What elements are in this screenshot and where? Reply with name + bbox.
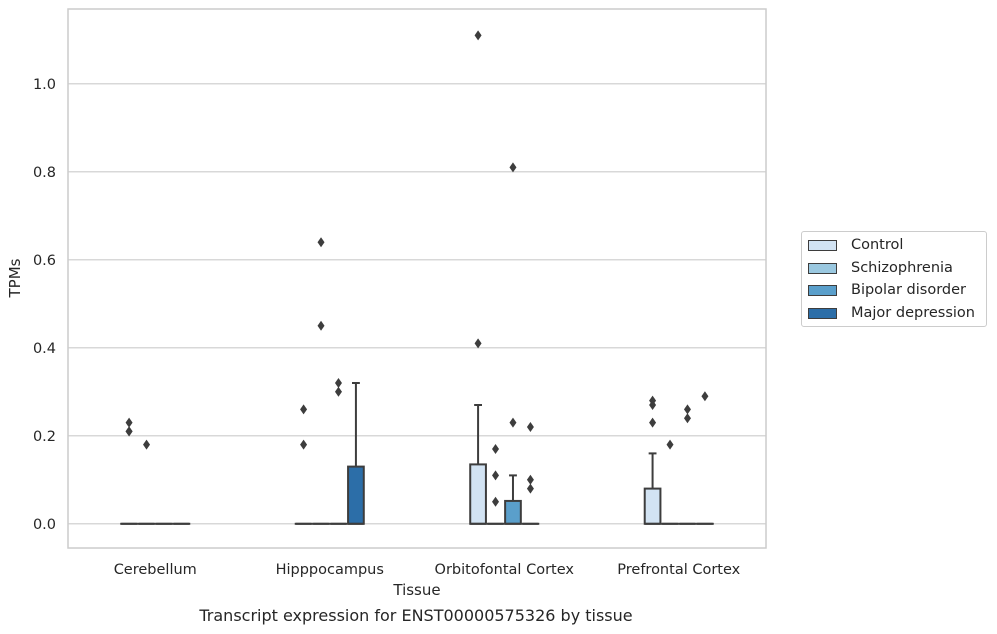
box-group — [137, 439, 156, 525]
y-tick-label: 1.0 — [33, 77, 56, 93]
y-tick-label: 0.8 — [33, 165, 56, 181]
outlier-point — [300, 439, 308, 450]
legend-label: Control — [851, 237, 904, 253]
legend-label: Major depression — [851, 305, 975, 321]
box-body — [469, 463, 487, 525]
outlier-point — [334, 386, 342, 397]
legend-item-control: Control — [808, 235, 903, 255]
outlier-point — [683, 404, 691, 415]
outlier-point — [492, 470, 500, 481]
outlier-point — [492, 444, 500, 454]
outlier-point — [666, 439, 674, 450]
outlier-point — [300, 404, 308, 415]
outlier-point — [649, 417, 657, 428]
figure-caption: Transcript expression for ENST0000057532… — [199, 606, 633, 625]
legend-item-major-depression: Major depression — [808, 303, 975, 323]
outlier-point — [125, 417, 133, 428]
box-plot-series — [120, 30, 714, 525]
outlier-point — [474, 338, 482, 349]
x-tick-label: Prefrontal Cortex — [617, 562, 740, 578]
outlier-point — [317, 320, 325, 331]
box-group — [661, 439, 679, 525]
box-body — [643, 487, 662, 525]
legend-swatch-bipolar-disorder — [808, 284, 837, 296]
box-group — [329, 378, 348, 525]
outlier-point — [509, 162, 517, 173]
outlier-point — [125, 426, 133, 437]
x-tick-label: Hipppocampus — [276, 562, 384, 578]
box-group — [696, 391, 714, 525]
legend-label: Schizophrenia — [851, 260, 953, 276]
y-axis-ticks: 0.0 0.2 0.4 0.6 0.8 1.0 — [33, 77, 56, 533]
y-tick-label: 0.0 — [33, 517, 56, 533]
box-group — [521, 422, 540, 525]
outlier-point — [526, 483, 534, 494]
outlier-point — [526, 422, 534, 432]
box-group — [120, 417, 138, 525]
x-axis-label: Tissue — [392, 581, 440, 599]
outlier-point — [474, 30, 482, 41]
outlier-point — [334, 378, 342, 388]
box-group — [347, 382, 365, 525]
box-group — [294, 404, 313, 525]
outlier-point — [492, 496, 500, 507]
box-group — [469, 30, 487, 525]
outlier-point — [683, 413, 691, 424]
legend-item-bipolar-disorder: Bipolar disorder — [808, 280, 966, 300]
grid-lines — [68, 83, 766, 525]
box-group — [486, 444, 505, 525]
box-body — [347, 465, 365, 525]
box-group — [312, 237, 330, 525]
legend-swatch-major-depression — [808, 307, 837, 319]
box-group — [678, 404, 697, 525]
x-tick-label: Cerebellum — [114, 562, 197, 578]
legend-label: Bipolar disorder — [851, 282, 966, 298]
y-tick-label: 0.2 — [33, 429, 56, 445]
box-group — [643, 395, 662, 525]
y-tick-label: 0.4 — [33, 341, 56, 357]
outlier-point — [526, 474, 534, 485]
x-tick-label: Orbitofontal Cortex — [435, 562, 575, 578]
chart-legend: Control Schizophrenia Bipolar disorder M… — [801, 231, 987, 327]
plot-area-frame — [67, 8, 767, 549]
outlier-point — [701, 391, 709, 402]
x-axis-ticks: Cerebellum Hipppocampus Orbitofontal Corte… — [114, 562, 741, 578]
legend-swatch-schizophrenia — [808, 262, 837, 274]
legend-swatch-control — [808, 239, 837, 251]
box-group — [504, 162, 522, 525]
y-tick-label: 0.6 — [33, 253, 56, 269]
outlier-point — [509, 417, 517, 428]
box-body — [504, 499, 522, 525]
outlier-point — [143, 439, 151, 450]
outlier-point — [317, 237, 325, 248]
legend-item-schizophrenia: Schizophrenia — [808, 258, 953, 278]
outlier-point — [649, 400, 657, 410]
y-axis-label: TPMs — [6, 258, 24, 298]
